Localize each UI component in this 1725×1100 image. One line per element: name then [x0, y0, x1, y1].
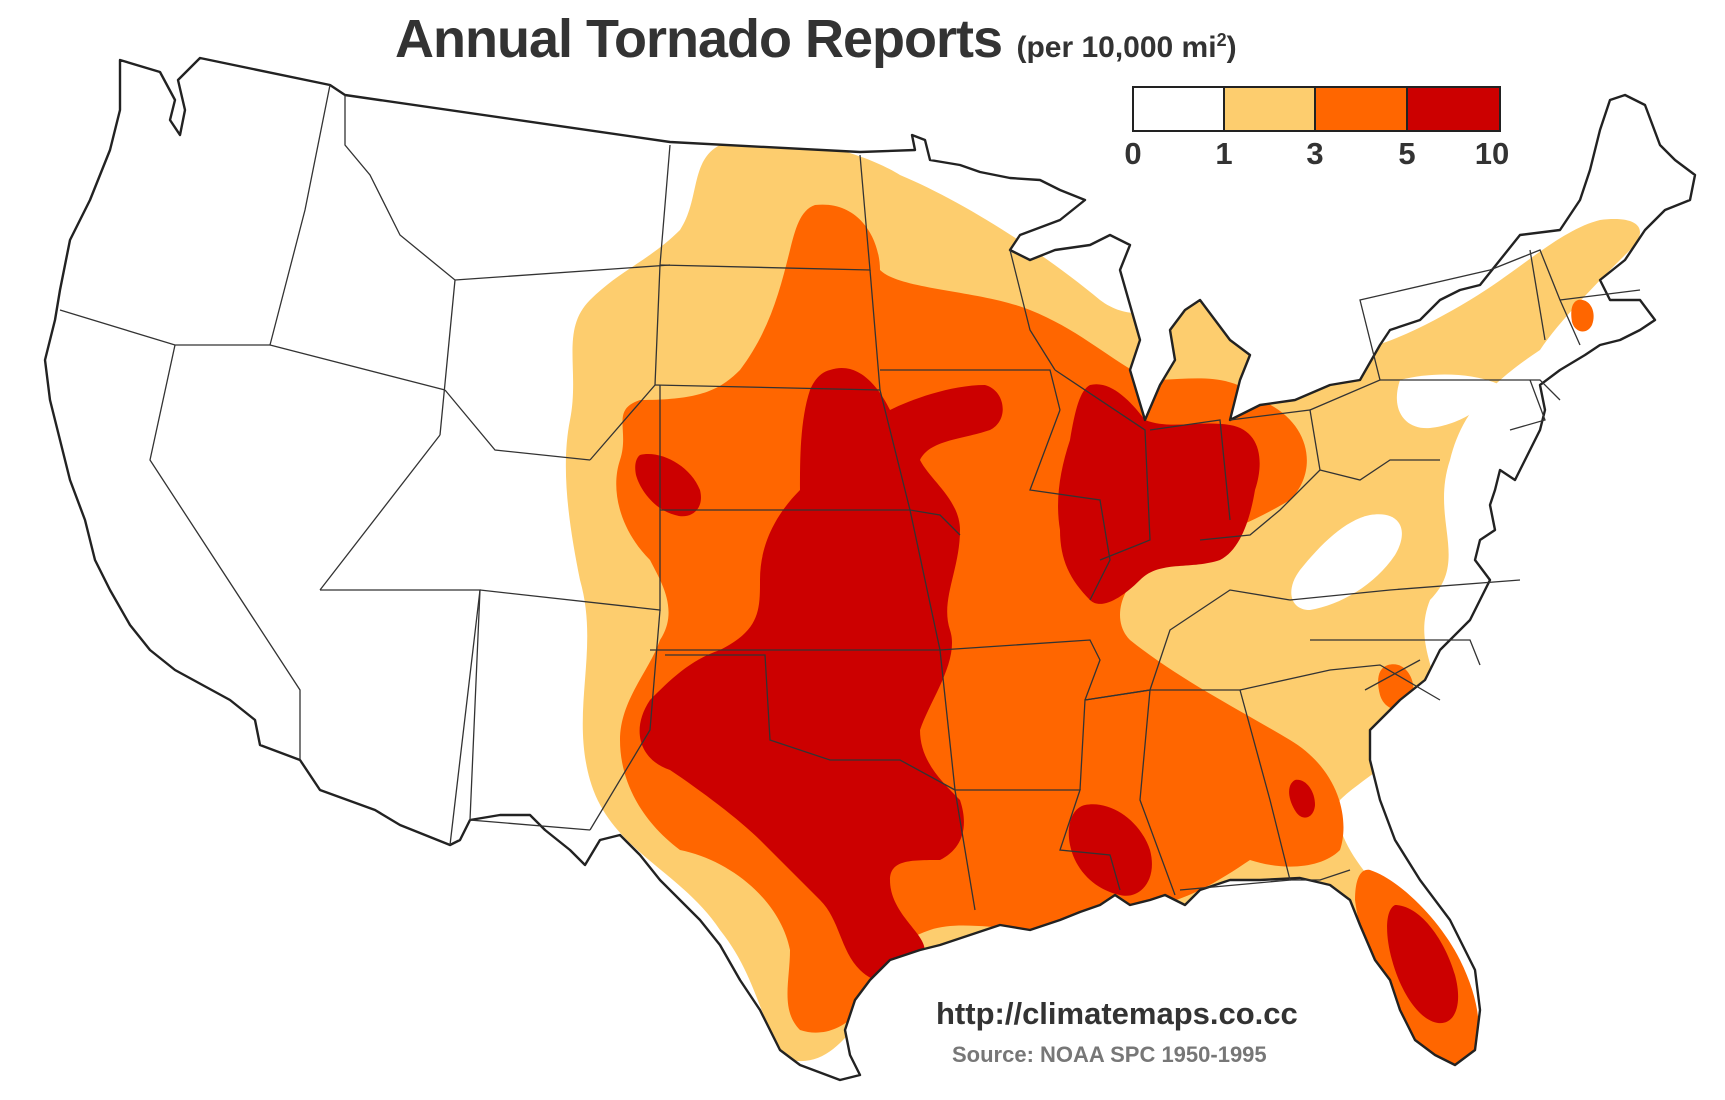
legend-tick-5: 5: [1398, 136, 1416, 171]
legend-swatch-1-3: [1223, 86, 1316, 132]
legend-tick-10: 10: [1474, 136, 1510, 171]
zone-5-10-ms: [1068, 804, 1152, 896]
map-title: Annual Tornado Reports (per 10,000 mi2): [395, 8, 1237, 70]
title-unit: (per 10,000 mi2): [1016, 30, 1237, 64]
us-outline: [43, 56, 1697, 1082]
unit-exponent: 2: [1216, 30, 1227, 50]
legend-tick-0: 0: [1124, 136, 1142, 171]
credit-source: Source: NOAA SPC 1950-1995: [952, 1042, 1267, 1067]
legend-tick-1: 1: [1215, 136, 1233, 171]
legend-tick-3: 3: [1306, 136, 1324, 171]
zone-3-5-oval-ma: [1571, 299, 1594, 332]
zone-5-10-ga: [1289, 779, 1315, 818]
credit-url: http://climatemaps.co.cc: [936, 996, 1298, 1031]
unit-suffix: ): [1226, 31, 1237, 64]
zone-0-1-wv: [1291, 514, 1402, 610]
state-borders: [59, 84, 1641, 911]
legend-swatch-5-10: [1406, 86, 1501, 132]
unit-prefix: (per 10,000 mi: [1016, 31, 1217, 64]
legend-bar: [1132, 86, 1501, 132]
zone-5-10-fl: [1387, 905, 1459, 1024]
legend-swatch-3-5: [1314, 86, 1408, 132]
zone-5-10-co: [635, 454, 701, 517]
title-text: Annual Tornado Reports: [395, 9, 1003, 69]
zone-0-1-ny: [1396, 374, 1500, 429]
legend-swatch-0-1: [1132, 86, 1225, 132]
